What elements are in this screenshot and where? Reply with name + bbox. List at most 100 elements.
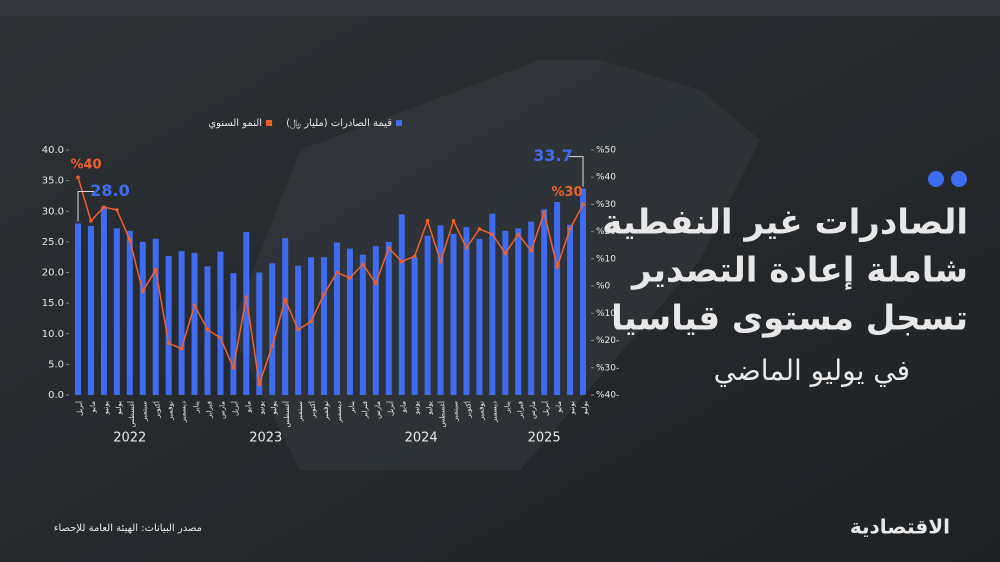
point bbox=[361, 262, 365, 267]
bar bbox=[230, 273, 237, 395]
point bbox=[153, 267, 158, 272]
bar bbox=[372, 246, 379, 395]
point bbox=[205, 327, 210, 332]
x-tick-label: مارس bbox=[529, 401, 537, 419]
bar bbox=[515, 228, 522, 395]
title-line: الصادرات غير النفطية bbox=[602, 203, 968, 243]
x-tick-label: سبتمبر bbox=[141, 401, 149, 422]
point bbox=[335, 270, 339, 275]
bar bbox=[113, 228, 120, 395]
bar bbox=[437, 225, 444, 395]
bar bbox=[178, 251, 185, 395]
point bbox=[192, 303, 197, 307]
bar bbox=[424, 235, 431, 395]
x-tick-label: يونيو bbox=[102, 401, 110, 415]
point bbox=[374, 281, 378, 286]
x-tick-label: أكتوبر bbox=[153, 401, 162, 419]
x-tick-label: ديسمبر bbox=[335, 401, 343, 423]
y2-tick-label: %40- bbox=[596, 391, 619, 401]
point bbox=[503, 251, 508, 256]
y-tick-label: 35.0 bbox=[42, 176, 64, 187]
x-tick-label: أبريل bbox=[541, 401, 550, 416]
point bbox=[348, 276, 352, 280]
bar bbox=[75, 223, 81, 395]
point bbox=[477, 227, 482, 231]
x-tick-label: يوليو bbox=[115, 401, 123, 415]
bar bbox=[580, 188, 586, 395]
y2-tick-label: %20- bbox=[596, 336, 619, 346]
x-tick-label: يوليو bbox=[581, 401, 589, 415]
bar bbox=[100, 206, 107, 395]
title-line: شاملة إعادة التصدير bbox=[630, 251, 968, 291]
bar bbox=[139, 241, 146, 395]
point bbox=[140, 289, 145, 294]
y2-tick-label: %0 bbox=[596, 282, 611, 292]
title-line: تسجل مستوى قياسيا bbox=[611, 299, 968, 339]
year-label: 2025 bbox=[528, 431, 561, 446]
y2-tick-label: %10 bbox=[596, 254, 616, 264]
legend-label: النمو السنوي bbox=[208, 118, 262, 129]
x-tick-label: يونيو bbox=[257, 401, 265, 415]
bar bbox=[359, 254, 366, 395]
x-tick-label: نوفمبر bbox=[167, 401, 175, 421]
y-tick-label: 5.0 bbox=[48, 359, 64, 370]
leader-line bbox=[77, 191, 94, 222]
point bbox=[568, 227, 572, 231]
dot bbox=[928, 171, 944, 187]
legend-swatch bbox=[396, 120, 402, 126]
point bbox=[322, 292, 326, 297]
bar bbox=[489, 213, 496, 395]
x-tick-label: مايو bbox=[89, 401, 97, 414]
y2-tick-label: %20 bbox=[596, 227, 616, 237]
x-tick-label: أغسطس bbox=[127, 401, 136, 428]
point bbox=[555, 265, 559, 269]
x-tick-label: مايو bbox=[400, 401, 408, 414]
brand-logo: الاقتصادية bbox=[850, 515, 950, 539]
bar bbox=[541, 209, 548, 395]
bar bbox=[243, 232, 250, 395]
bar bbox=[346, 248, 353, 395]
y-tick-label: 40.0 bbox=[42, 145, 64, 156]
top-strip bbox=[0, 0, 1000, 16]
point bbox=[231, 365, 236, 370]
x-tick-label: فبراير bbox=[205, 401, 213, 419]
point bbox=[438, 259, 443, 264]
bar bbox=[528, 221, 535, 395]
bar bbox=[463, 227, 470, 395]
x-tick-label: يونيو bbox=[568, 401, 576, 415]
y-tick-label: 15.0 bbox=[42, 298, 64, 309]
bar bbox=[554, 202, 561, 395]
point bbox=[425, 218, 430, 223]
bar bbox=[191, 252, 198, 395]
bar bbox=[217, 251, 224, 395]
point bbox=[399, 259, 404, 264]
x-tick-label: يوليو bbox=[270, 401, 278, 415]
bar bbox=[476, 238, 483, 395]
x-tick-label: يناير bbox=[193, 401, 201, 414]
bar bbox=[152, 238, 159, 395]
x-tick-label: ديسمبر bbox=[180, 401, 188, 423]
x-tick-label: مارس bbox=[218, 401, 226, 419]
point bbox=[464, 246, 469, 250]
x-tick-label: أكتوبر bbox=[463, 401, 472, 419]
line bbox=[77, 177, 584, 385]
x-tick-label: أبريل bbox=[75, 401, 84, 416]
y-tick-label: 25.0 bbox=[42, 237, 64, 248]
point bbox=[516, 232, 521, 237]
bar bbox=[450, 233, 457, 395]
point bbox=[102, 205, 106, 209]
point bbox=[542, 210, 546, 215]
x-tick-label: مايو bbox=[555, 401, 563, 414]
x-tick-label: يونيو bbox=[413, 401, 421, 415]
x-tick-label: نوفمبر bbox=[477, 401, 485, 421]
point bbox=[244, 295, 249, 299]
x-tick-label: سبتمبر bbox=[452, 401, 460, 422]
point bbox=[270, 344, 275, 348]
source: مصدر البيانات: الهيئة العامة للإحصاء bbox=[54, 523, 202, 534]
bar bbox=[385, 241, 392, 395]
point bbox=[490, 232, 495, 237]
y2-tick-label: %30 bbox=[596, 200, 616, 210]
bar bbox=[567, 224, 574, 395]
point bbox=[89, 218, 93, 223]
leader-line bbox=[569, 156, 584, 187]
